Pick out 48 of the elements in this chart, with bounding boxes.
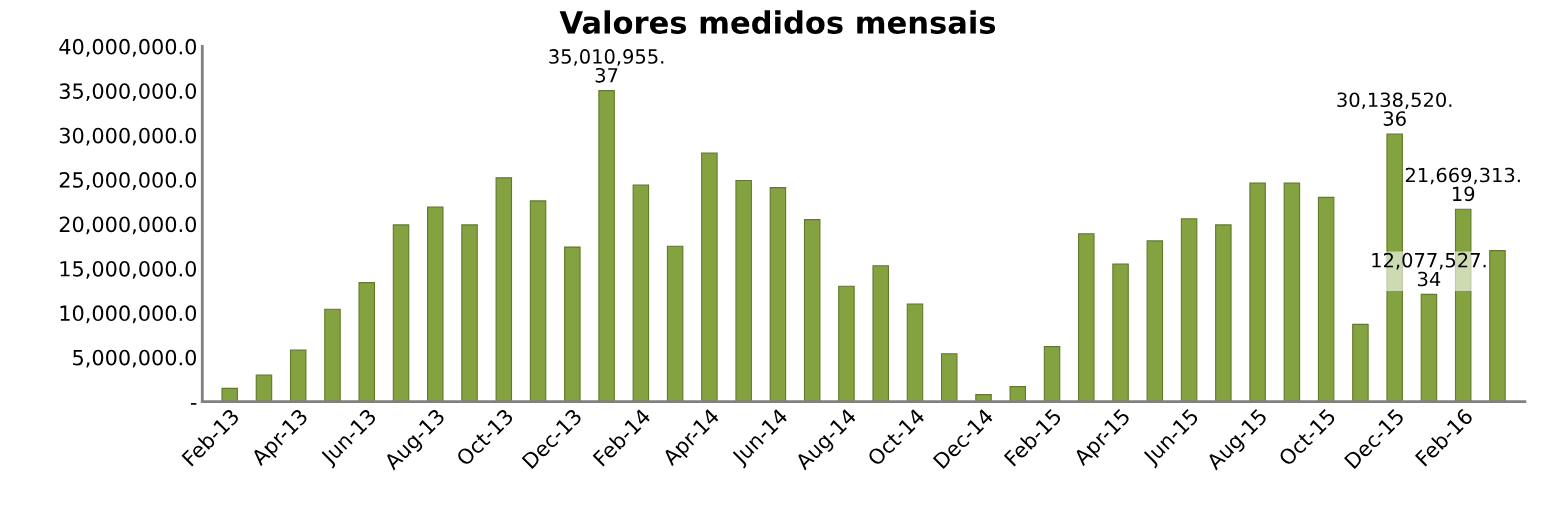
chart-title: Valores medidos mensais — [559, 10, 996, 34]
bar — [701, 152, 718, 402]
bar — [358, 282, 376, 402]
bar — [289, 349, 307, 402]
data-label: 12,077,527.34 — [1372, 252, 1486, 287]
bar — [1420, 293, 1438, 402]
y-tick-label: 40,000,000.0 — [59, 38, 197, 57]
bar — [769, 187, 787, 402]
bar — [1317, 196, 1335, 402]
bar — [255, 374, 273, 402]
bar — [529, 200, 547, 402]
bar — [632, 184, 650, 402]
bar — [1112, 263, 1129, 402]
data-label: 21,669,313.19 — [1405, 167, 1520, 202]
bar — [461, 224, 478, 402]
y-tick-label: 25,000,000.0 — [59, 172, 197, 190]
bar — [940, 353, 958, 402]
data-label: 35,010,955.37 — [549, 49, 664, 83]
y-tick-label: 5,000,000.0 — [73, 349, 197, 368]
bar — [906, 303, 924, 402]
y-tick-label: 15,000,000.0 — [60, 260, 197, 279]
bar — [803, 219, 821, 402]
bar — [495, 177, 513, 402]
bar — [1043, 346, 1061, 402]
bar — [1283, 182, 1301, 402]
bar — [1180, 218, 1198, 402]
bar — [872, 265, 889, 402]
y-tick-label: - — [190, 403, 197, 405]
data-label: 30,138,520.36 — [1337, 92, 1452, 126]
bar — [564, 246, 581, 402]
bar — [1249, 182, 1266, 402]
y-tick-label: 30,000,000.0 — [59, 127, 197, 146]
bar — [838, 285, 855, 402]
bar — [1009, 386, 1027, 402]
bar — [735, 179, 752, 402]
y-tick-label: 35,000,000.0 — [59, 83, 197, 102]
bar — [1215, 224, 1232, 402]
bar — [392, 224, 410, 402]
bar — [666, 245, 684, 402]
bar — [324, 308, 341, 402]
bar — [1078, 233, 1095, 402]
y-tick-label: 20,000,000.0 — [59, 216, 197, 235]
bar — [1146, 240, 1164, 402]
bar — [427, 206, 444, 402]
y-tick-label: 10,000,000.0 — [60, 305, 197, 324]
bar — [1489, 250, 1506, 402]
bar — [598, 90, 615, 402]
bar — [1352, 323, 1369, 402]
